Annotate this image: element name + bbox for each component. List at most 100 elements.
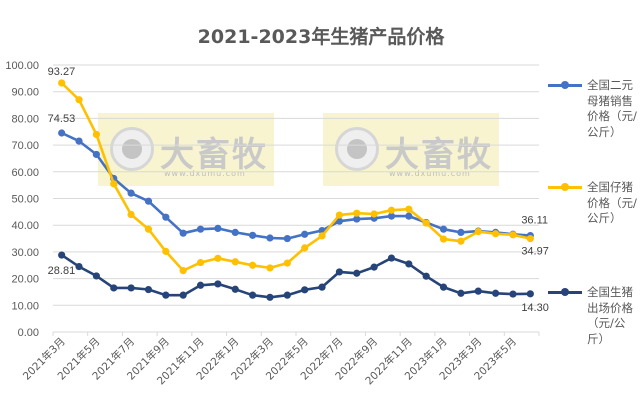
y-tick-label: 90.00 xyxy=(11,87,39,99)
data-point[interactable] xyxy=(422,272,430,280)
data-point[interactable] xyxy=(196,225,205,233)
data-point[interactable] xyxy=(179,266,187,275)
data-point[interactable] xyxy=(387,212,396,220)
data-point[interactable] xyxy=(353,269,361,277)
data-point[interactable] xyxy=(196,258,205,267)
data-point[interactable] xyxy=(249,291,257,299)
data-point[interactable] xyxy=(92,130,100,139)
y-axis: 0.00 10.00 20.00 30.00 40.00 50.00 60.00 70.00 8… xyxy=(5,60,39,339)
data-point[interactable] xyxy=(474,287,482,295)
legend-label: 全国仔猪价格（元/公斤） xyxy=(587,180,637,225)
data-point[interactable] xyxy=(92,272,100,280)
legend-label: 全国二元母猪销售价格（元/公斤） xyxy=(587,78,637,139)
series-line xyxy=(60,254,531,299)
data-point[interactable] xyxy=(318,232,326,240)
data-point[interactable] xyxy=(335,217,343,225)
data-point[interactable] xyxy=(474,228,482,236)
data-point[interactable] xyxy=(249,231,257,239)
data-point[interactable] xyxy=(179,291,187,299)
data-point[interactable] xyxy=(492,289,500,297)
data-point[interactable] xyxy=(231,285,239,293)
data-point[interactable] xyxy=(457,289,465,297)
data-point[interactable] xyxy=(92,150,100,159)
data-point[interactable] xyxy=(214,254,222,262)
legend-label: 全国生猪出场价格（元/公斤） xyxy=(587,285,633,346)
data-point[interactable] xyxy=(301,244,309,252)
data-point[interactable] xyxy=(526,290,534,298)
data-point[interactable] xyxy=(439,235,448,243)
data-point[interactable] xyxy=(127,210,135,219)
data-point[interactable] xyxy=(127,284,135,292)
data-point[interactable] xyxy=(318,283,326,291)
y-tick-label: 30.00 xyxy=(11,247,39,259)
data-point[interactable] xyxy=(266,234,274,242)
watermark-right: 大畜牧 www.dxumu.com xyxy=(323,113,499,186)
data-point[interactable] xyxy=(58,251,66,259)
y-tick-label: 20.00 xyxy=(11,274,39,286)
data-point[interactable] xyxy=(231,228,239,237)
data-point[interactable] xyxy=(214,280,222,288)
watermark-url: www.dxumu.com xyxy=(164,169,246,178)
x-axis: 2021年3月2021年5月2021年7月2021年9月2021年11月2022… xyxy=(20,331,540,387)
data-point[interactable] xyxy=(110,180,118,188)
data-point[interactable] xyxy=(439,225,448,233)
data-point[interactable] xyxy=(457,237,465,245)
watermark-url: www.dxumu.com xyxy=(389,169,471,178)
data-point[interactable] xyxy=(509,290,517,298)
data-point[interactable] xyxy=(283,259,291,267)
data-point[interactable] xyxy=(162,247,170,255)
y-tick-label: 40.00 xyxy=(11,220,39,232)
data-point[interactable] xyxy=(75,262,83,271)
data-point[interactable] xyxy=(127,189,135,197)
data-point[interactable] xyxy=(405,205,413,213)
watermark-logo-icon xyxy=(110,127,154,171)
data-point[interactable] xyxy=(75,96,83,104)
data-point[interactable] xyxy=(387,206,396,214)
series-lines xyxy=(58,79,534,301)
data-point[interactable] xyxy=(231,258,239,266)
data-point[interactable] xyxy=(492,230,500,238)
watermark-brand: 大畜牧 xyxy=(385,135,493,175)
data-point[interactable] xyxy=(405,212,413,220)
data-point[interactable] xyxy=(353,209,361,217)
data-point[interactable] xyxy=(75,137,83,145)
data-point[interactable] xyxy=(144,285,153,294)
data-point[interactable] xyxy=(335,268,343,276)
data-labels: 74.53 36.11 93.27 34.97 28.81 14.30 xyxy=(48,66,549,314)
data-point[interactable] xyxy=(179,229,187,237)
data-point[interactable] xyxy=(422,219,430,227)
data-point[interactable] xyxy=(301,230,309,238)
data-point[interactable] xyxy=(335,211,343,219)
data-point[interactable] xyxy=(509,231,517,239)
data-label: 14.30 xyxy=(521,302,549,314)
data-point[interactable] xyxy=(353,215,361,223)
data-point[interactable] xyxy=(526,235,534,243)
data-label: 74.53 xyxy=(48,113,76,125)
legend-line-icon xyxy=(548,288,582,296)
data-point[interactable] xyxy=(301,286,309,294)
data-label: 34.97 xyxy=(521,246,549,258)
data-point[interactable] xyxy=(144,197,153,205)
data-point[interactable] xyxy=(405,260,413,268)
data-point[interactable] xyxy=(214,224,222,233)
data-point[interactable] xyxy=(110,284,118,292)
data-point[interactable] xyxy=(266,264,274,272)
data-point[interactable] xyxy=(162,213,170,221)
series-line xyxy=(60,82,531,272)
y-tick-label: 100.00 xyxy=(5,60,39,72)
data-point[interactable] xyxy=(196,281,205,289)
data-point[interactable] xyxy=(283,234,291,243)
watermark-logo-icon xyxy=(335,127,379,171)
data-point[interactable] xyxy=(439,283,448,291)
data-point[interactable] xyxy=(162,291,170,299)
data-point[interactable] xyxy=(144,225,153,233)
data-point[interactable] xyxy=(58,79,66,87)
data-point[interactable] xyxy=(249,261,257,269)
data-point[interactable] xyxy=(283,291,291,299)
data-point[interactable] xyxy=(370,210,378,218)
data-point[interactable] xyxy=(58,129,66,137)
data-point[interactable] xyxy=(370,263,378,271)
data-point[interactable] xyxy=(457,228,465,237)
data-point[interactable] xyxy=(266,293,274,301)
data-point[interactable] xyxy=(387,254,396,262)
